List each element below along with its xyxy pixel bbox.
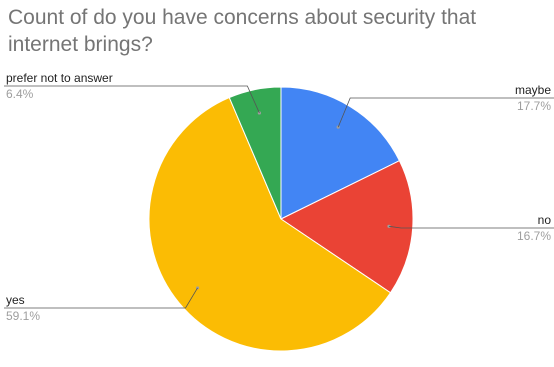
leader-line — [4, 287, 198, 309]
chart-title: Count of do you have concerns about secu… — [8, 6, 477, 56]
slice-percent-yes: 59.1% — [6, 309, 40, 323]
leader-line — [4, 85, 260, 114]
pie-slice-maybe[interactable] — [280, 86, 401, 220]
pie-slice-yes[interactable] — [148, 96, 392, 352]
pie-slice-prefer-not-to-answer[interactable] — [228, 86, 282, 220]
slice-label-prefer-not-to-answer: prefer not to answer — [6, 71, 113, 85]
slice-label-no: no — [538, 213, 552, 227]
slice-label-maybe: maybe — [515, 83, 551, 97]
slice-percent-no: 16.7% — [517, 229, 551, 243]
slice-percent-prefer-not-to-answer: 6.4% — [6, 87, 34, 101]
leader-line — [388, 225, 554, 229]
slice-percent-maybe: 17.7% — [517, 99, 551, 113]
leader-line — [337, 97, 554, 128]
slice-label-yes: yes — [6, 293, 25, 307]
